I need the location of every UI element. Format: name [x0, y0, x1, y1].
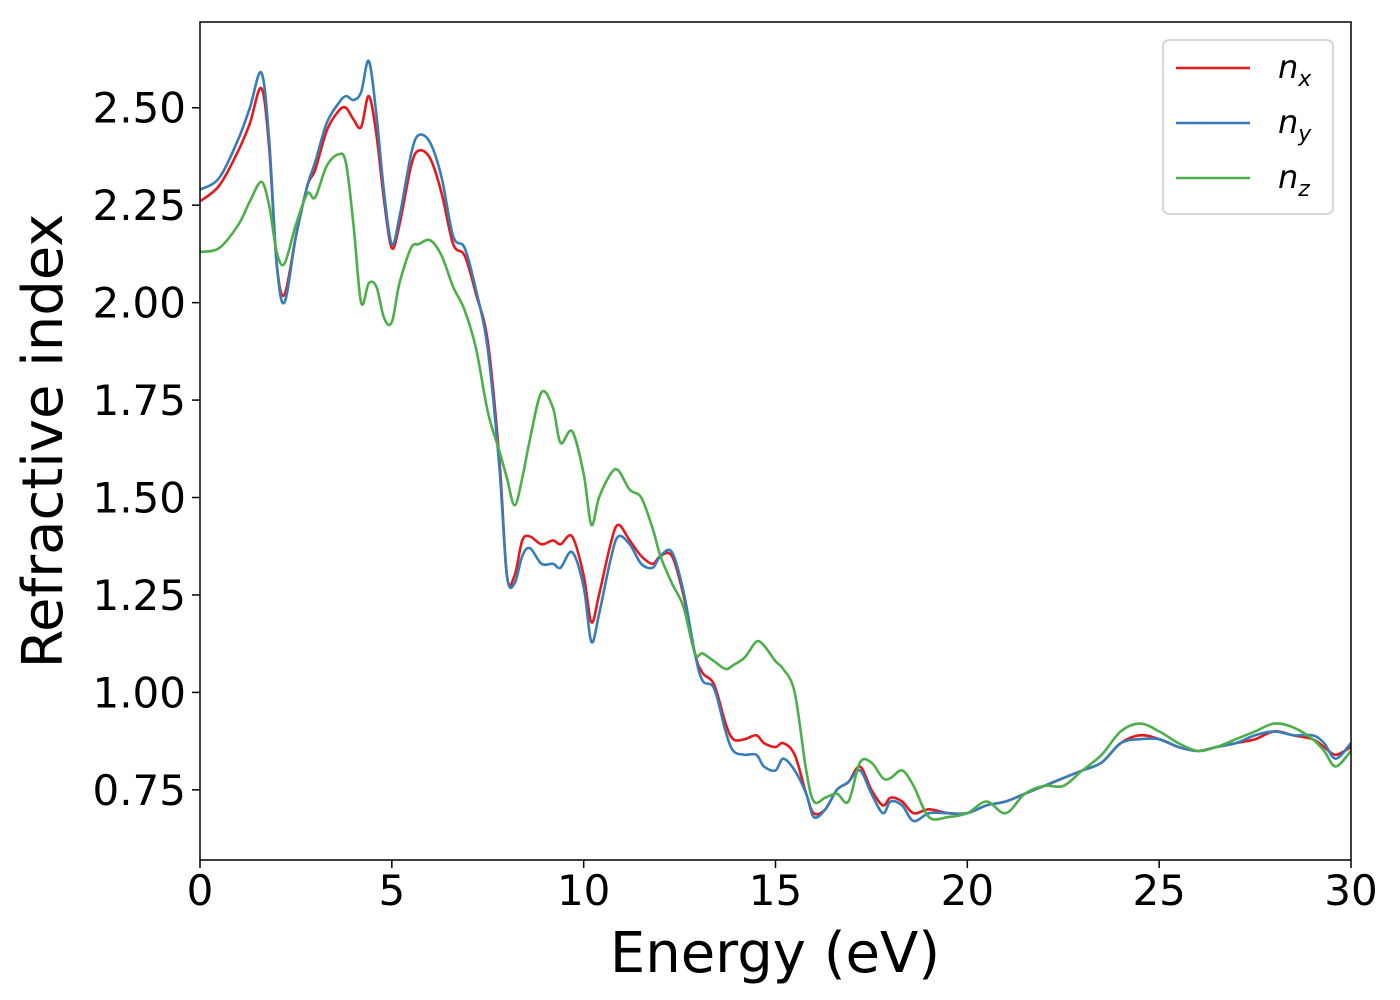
y-tick-label: 2.50	[92, 84, 186, 133]
x-axis-title: Energy (eV)	[610, 921, 940, 986]
legend-box	[1162, 39, 1334, 215]
y-tick-label: 1.25	[92, 571, 186, 620]
x-tick-label: 25	[1132, 866, 1185, 915]
legend-label-z: nz	[1278, 158, 1310, 202]
x-axis: 0 5 10 15 20 25 30	[187, 860, 1378, 915]
x-tick-label: 5	[378, 866, 405, 915]
x-tick-label: 10	[557, 866, 610, 915]
y-tick-label: 1.50	[92, 474, 186, 523]
series-line-z	[199, 152, 1352, 821]
legend-label-x: nx	[1278, 48, 1312, 92]
series-layer	[199, 59, 1352, 823]
y-tick-label: 1.75	[92, 376, 186, 425]
x-tick-label: 15	[749, 866, 802, 915]
x-tick-label: 20	[941, 866, 994, 915]
legend: nx ny nz	[1162, 39, 1334, 215]
x-tick-label: 0	[187, 866, 214, 915]
y-axis-title: Refractive index	[11, 214, 76, 669]
y-axis: 0.75 1.00 1.25 1.50 1.75 2.00 2.25 2.50	[92, 84, 200, 815]
y-tick-label: 2.25	[92, 181, 186, 230]
legend-label-y: ny	[1278, 103, 1312, 147]
series-line-y	[199, 59, 1352, 823]
y-tick-label: 0.75	[92, 766, 186, 815]
y-tick-label: 2.00	[92, 279, 186, 328]
x-tick-label: 30	[1324, 866, 1377, 915]
y-tick-label: 1.00	[92, 668, 186, 717]
